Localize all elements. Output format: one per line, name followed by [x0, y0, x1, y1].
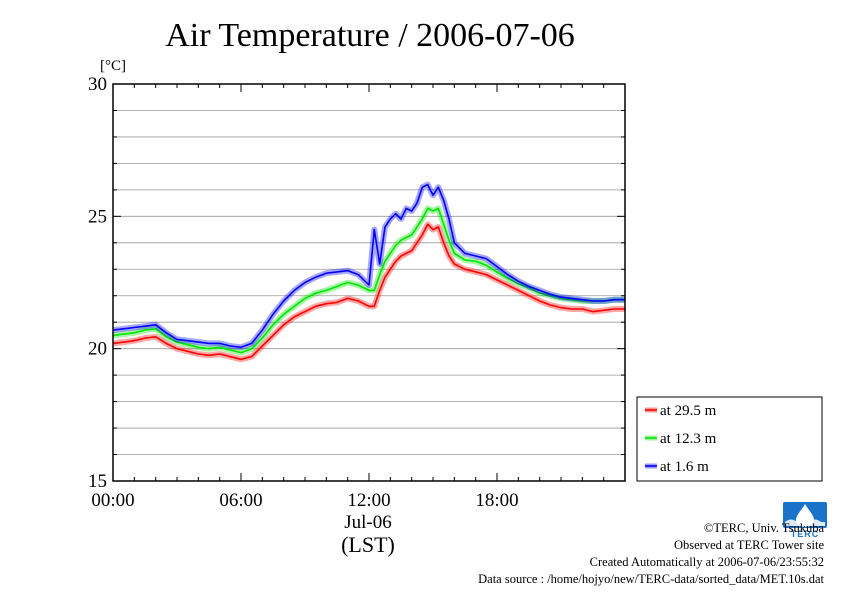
- source-text: Data source : /home/hojyo/new/TERC-data/…: [478, 572, 824, 586]
- legend: at 29.5 m at 12.3 m at 1.6 m: [636, 396, 823, 482]
- y-axis-unit: [°C]: [100, 58, 126, 74]
- created-text: Created Automatically at 2006-07-06/23:5…: [589, 555, 824, 569]
- x-tick-label: 12:00: [347, 490, 390, 511]
- y-axis-ticks: 15 20 25 30: [88, 74, 625, 492]
- y-tick-label: 25: [88, 206, 107, 227]
- legend-label: at 29.5 m: [660, 403, 717, 419]
- chart-title: Air Temperature / 2006-07-06: [165, 17, 575, 54]
- x-tick-label: 00:00: [91, 490, 134, 511]
- series-line: [112, 207, 625, 354]
- series-layer: [112, 181, 625, 363]
- y-tick-label: 15: [88, 471, 107, 492]
- series-line: [112, 183, 625, 349]
- legend-label: at 1.6 m: [660, 459, 709, 475]
- y-tick-label: 20: [88, 339, 107, 360]
- credits-block: ©TERC, Univ. Tsukuba Observed at TERC To…: [478, 520, 824, 588]
- legend-label: at 12.3 m: [660, 431, 717, 447]
- series-line: [112, 223, 625, 361]
- x-axis-ticks: 00:00 06:00 12:00 18:00: [91, 84, 626, 511]
- legend-box: [636, 396, 823, 482]
- x-axis-date-label: Jul-06: [344, 512, 392, 533]
- series-halo: [112, 181, 625, 351]
- x-tick-label: 18:00: [475, 490, 518, 511]
- x-axis-label: (LST): [341, 532, 395, 557]
- grid-lines: [113, 110, 625, 455]
- copyright-text: ©TERC, Univ. Tsukuba: [703, 521, 824, 535]
- terc-logo: TERC: [783, 502, 827, 543]
- observed-text: Observed at TERC Tower site: [673, 538, 824, 552]
- y-tick-label: 30: [88, 74, 107, 95]
- x-tick-label: 06:00: [219, 490, 262, 511]
- logo-text: TERC: [791, 529, 820, 538]
